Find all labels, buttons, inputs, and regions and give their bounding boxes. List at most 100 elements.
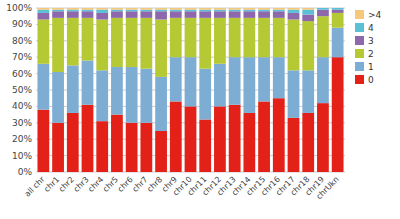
- bar-segment: [302, 113, 314, 172]
- legend-swatch: [355, 23, 364, 32]
- bar-segment: [82, 60, 94, 104]
- x-tick-label: chr4: [86, 175, 105, 194]
- bar-segment: [126, 123, 138, 172]
- bar-segment: [52, 18, 64, 72]
- bar-segment: [273, 8, 285, 10]
- bar-segment: [302, 70, 314, 113]
- bar-segment: [185, 106, 197, 172]
- bar-segment: [199, 120, 211, 172]
- bar-segment: [185, 18, 197, 57]
- bar-segment: [185, 57, 197, 106]
- bar-segment: [258, 10, 270, 12]
- bar-segment: [126, 8, 138, 10]
- legend-swatch: [355, 49, 364, 58]
- bar-segment: [155, 19, 167, 76]
- bar-segment: [243, 11, 255, 18]
- bars: [37, 8, 343, 172]
- bar-segment: [229, 8, 241, 10]
- bar-segment: [37, 64, 49, 110]
- bar-segment: [111, 10, 123, 12]
- x-tick-label: chr2: [57, 175, 76, 194]
- bar-segment: [214, 11, 226, 18]
- bar-segment: [170, 10, 182, 12]
- y-tick-label: 10%: [12, 151, 32, 161]
- bar-segment: [199, 11, 211, 18]
- x-tick-label: chr1: [42, 175, 61, 194]
- x-tick-label: chr8: [145, 175, 164, 194]
- bar-segment: [170, 8, 182, 10]
- bar-segment: [111, 8, 123, 10]
- bar-segment: [288, 10, 300, 13]
- legend-label: 2: [368, 49, 374, 59]
- bar-segment: [96, 10, 108, 13]
- bar-segment: [214, 8, 226, 10]
- y-tick-label: 100%: [6, 3, 32, 13]
- bar-segment: [243, 8, 255, 10]
- bar-segment: [140, 69, 152, 123]
- bar-segment: [126, 10, 138, 12]
- bar-segment: [273, 98, 285, 172]
- bar-segment: [243, 113, 255, 172]
- bar-segment: [199, 10, 211, 12]
- bar-segment: [140, 10, 152, 12]
- bar-segment: [229, 57, 241, 105]
- bar-segment: [82, 10, 94, 12]
- x-tick-label: chr5: [101, 175, 120, 194]
- bar-segment: [214, 106, 226, 172]
- bar-segment: [229, 10, 241, 12]
- bar-segment: [140, 18, 152, 69]
- bar-segment: [332, 13, 344, 28]
- legend-swatch: [355, 75, 364, 84]
- legend-swatch: [355, 62, 364, 71]
- bar-segment: [317, 103, 329, 172]
- x-tick-label: chr6: [116, 175, 135, 194]
- bar-segment: [67, 113, 79, 172]
- bar-segment: [273, 10, 285, 12]
- bar-segment: [67, 11, 79, 18]
- bar-segment: [67, 8, 79, 10]
- bar-segment: [155, 11, 167, 19]
- x-tick-label: chr3: [72, 175, 91, 194]
- bar-segment: [185, 10, 197, 12]
- legend-label: 0: [368, 75, 374, 85]
- bar-segment: [140, 123, 152, 172]
- bar-segment: [214, 18, 226, 64]
- legend-label: 4: [368, 23, 374, 33]
- bar-segment: [140, 11, 152, 18]
- bar-segment: [214, 10, 226, 12]
- bar-segment: [302, 8, 314, 10]
- bar-segment: [52, 8, 64, 10]
- bar-segment: [317, 8, 329, 10]
- bar-segment: [111, 115, 123, 172]
- bar-segment: [317, 57, 329, 103]
- x-axis: all chrchr1chr2chr3chr4chr5chr6chr7chr8c…: [23, 174, 341, 201]
- bar-segment: [52, 10, 64, 12]
- bar-segment: [258, 8, 270, 10]
- bar-segment: [302, 21, 314, 70]
- bar-segment: [37, 10, 49, 13]
- bar-segment: [332, 10, 344, 13]
- bar-segment: [37, 13, 49, 20]
- bar-segment: [258, 101, 270, 172]
- bar-segment: [273, 18, 285, 57]
- bar-segment: [111, 67, 123, 115]
- chart: 0%10%20%30%40%50%60%70%80%90%100%all chr…: [0, 0, 400, 219]
- y-tick-label: 70%: [12, 52, 32, 62]
- y-tick-label: 90%: [12, 19, 32, 29]
- bar-segment: [170, 11, 182, 18]
- bar-segment: [288, 13, 300, 20]
- legend-label: 1: [368, 62, 374, 72]
- bar-segment: [52, 123, 64, 172]
- bar-segment: [229, 11, 241, 18]
- y-tick-label: 30%: [12, 118, 32, 128]
- bar-segment: [126, 18, 138, 67]
- bar-segment: [37, 19, 49, 63]
- bar-segment: [67, 10, 79, 12]
- y-axis: 0%10%20%30%40%50%60%70%80%90%100%: [6, 3, 345, 177]
- bar-segment: [258, 57, 270, 101]
- bar-segment: [82, 11, 94, 18]
- bar-segment: [229, 105, 241, 172]
- bar-segment: [96, 13, 108, 20]
- legend-label: 3: [368, 36, 374, 46]
- bar-segment: [155, 10, 167, 12]
